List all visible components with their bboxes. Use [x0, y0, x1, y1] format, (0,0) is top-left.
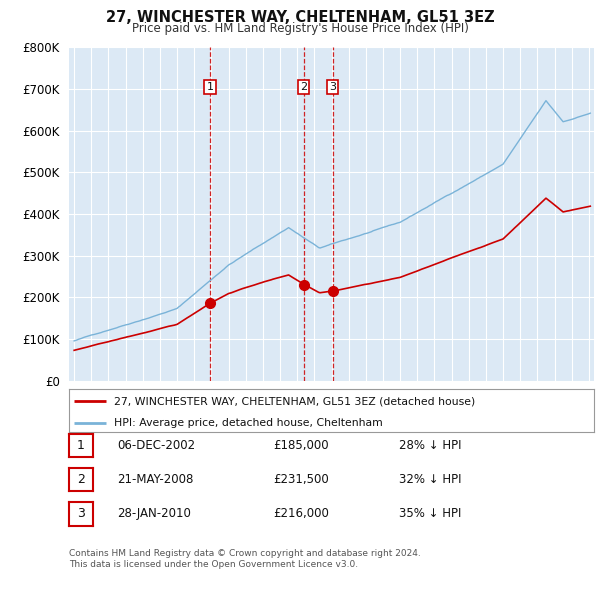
Text: 35% ↓ HPI: 35% ↓ HPI: [399, 507, 461, 520]
Text: Price paid vs. HM Land Registry's House Price Index (HPI): Price paid vs. HM Land Registry's House …: [131, 22, 469, 35]
Text: Contains HM Land Registry data © Crown copyright and database right 2024.: Contains HM Land Registry data © Crown c…: [69, 549, 421, 558]
Text: 3: 3: [77, 507, 85, 520]
Text: 28% ↓ HPI: 28% ↓ HPI: [399, 439, 461, 452]
Text: 2: 2: [77, 473, 85, 486]
Text: £216,000: £216,000: [273, 507, 329, 520]
Text: 2: 2: [300, 82, 307, 92]
Text: 06-DEC-2002: 06-DEC-2002: [117, 439, 195, 452]
Text: 32% ↓ HPI: 32% ↓ HPI: [399, 473, 461, 486]
Text: 27, WINCHESTER WAY, CHELTENHAM, GL51 3EZ: 27, WINCHESTER WAY, CHELTENHAM, GL51 3EZ: [106, 10, 494, 25]
Text: 3: 3: [329, 82, 336, 92]
Text: This data is licensed under the Open Government Licence v3.0.: This data is licensed under the Open Gov…: [69, 560, 358, 569]
Text: £185,000: £185,000: [273, 439, 329, 452]
Text: 28-JAN-2010: 28-JAN-2010: [117, 507, 191, 520]
Text: HPI: Average price, detached house, Cheltenham: HPI: Average price, detached house, Chel…: [113, 418, 382, 428]
Text: 1: 1: [206, 82, 214, 92]
Text: 27, WINCHESTER WAY, CHELTENHAM, GL51 3EZ (detached house): 27, WINCHESTER WAY, CHELTENHAM, GL51 3EZ…: [113, 396, 475, 407]
Text: £231,500: £231,500: [273, 473, 329, 486]
Text: 1: 1: [77, 439, 85, 452]
Text: 21-MAY-2008: 21-MAY-2008: [117, 473, 193, 486]
